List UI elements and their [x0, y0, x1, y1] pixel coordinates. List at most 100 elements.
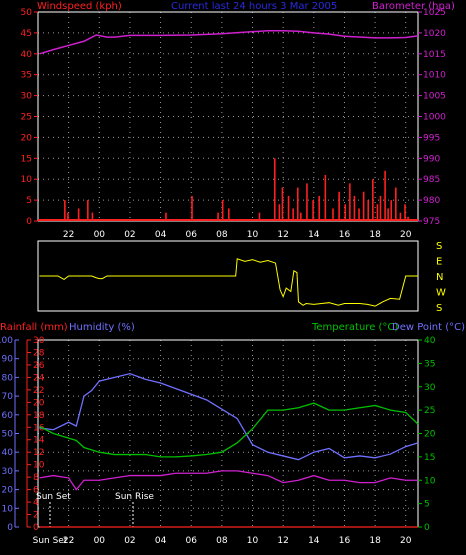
sunrise-annotation: Sun Rise — [115, 492, 154, 502]
windspeed-bar — [399, 212, 402, 221]
x-tick-label: 10 — [247, 230, 259, 240]
rainfall-tick-label: 6 — [33, 486, 39, 496]
windspeed-bar — [379, 195, 382, 221]
barometer-axis-title: Barometer (hpa) — [372, 1, 455, 12]
dewpoint-line — [39, 470, 418, 491]
temperature-tick-label: 10 — [424, 476, 436, 486]
rainfall-tick-label: 28 — [33, 348, 45, 358]
temperature-line — [39, 402, 419, 458]
temperature-tick-label: 35 — [424, 359, 435, 369]
windspeed-bar — [228, 208, 230, 221]
rain-humidity-temp-panel: 0102030405060708090100024681012141618202… — [0, 336, 436, 546]
x-tick-label: 02 — [124, 536, 135, 546]
x-tick-label: 22 — [63, 536, 74, 546]
barometer-line — [39, 30, 419, 55]
windspeed-bar — [281, 187, 284, 221]
x-tick-label: 02 — [124, 230, 135, 240]
windspeed-bar — [278, 204, 281, 221]
barometer-tick-label: 980 — [423, 196, 440, 206]
windspeed-bar — [395, 187, 397, 221]
windspeed-bar — [287, 195, 290, 221]
rainfall-tick-label: 26 — [33, 361, 45, 371]
x-tick-label: 14 — [308, 536, 320, 546]
rainfall-axis-title: Rainfall (mm) — [0, 322, 68, 333]
temperature-tick-label: 30 — [424, 383, 436, 393]
humidity-tick-label: 0 — [7, 523, 13, 533]
rainfall-tick-label: 8 — [33, 473, 39, 483]
rainfall-tick-label: 18 — [33, 411, 45, 421]
humidity-tick-label: 30 — [2, 467, 14, 477]
humidity-tick-label: 100 — [0, 336, 13, 346]
barometer-tick-label: 990 — [423, 154, 440, 164]
rainfall-tick-label: 10 — [33, 461, 45, 471]
x-tick-label: 14 — [308, 230, 320, 240]
temperature-tick-label: 15 — [424, 453, 435, 463]
windspeed-tick-label: 35 — [21, 71, 32, 81]
windspeed-bar — [318, 195, 321, 221]
barometer-tick-label: 975 — [423, 217, 440, 227]
direction-label: E — [436, 257, 442, 268]
windspeed-bar — [221, 200, 224, 221]
windspeed-bar — [292, 208, 294, 221]
windspeed-bar — [404, 204, 406, 221]
humidity-line — [39, 372, 419, 461]
humidity-tick-label: 90 — [2, 355, 14, 365]
x-tick-label: 04 — [155, 230, 167, 240]
humidity-tick-label: 60 — [2, 411, 14, 421]
x-tick-label: 16 — [339, 230, 351, 240]
windspeed-bar — [258, 212, 261, 221]
direction-label: W — [436, 288, 446, 299]
x-tick-label: 18 — [369, 536, 381, 546]
windspeed-bar — [64, 200, 66, 221]
windspeed-tick-label: 25 — [21, 113, 32, 123]
windspeed-bar — [376, 204, 379, 221]
barometer-tick-label: 995 — [423, 133, 440, 143]
temperature-tick-label: 20 — [424, 430, 436, 440]
windspeed-bar — [384, 170, 386, 221]
windspeed-tick-label: 30 — [21, 92, 33, 102]
humidity-axis-title: Humidity (%) — [69, 322, 135, 333]
barometer-tick-label: 1020 — [423, 29, 446, 39]
rainfall-tick-label: 12 — [33, 448, 44, 458]
windspeed-tick-label: 10 — [21, 175, 33, 185]
x-tick-label: 06 — [185, 230, 197, 240]
windspeed-bar — [344, 204, 347, 221]
windspeed-bar — [407, 216, 409, 221]
x-tick-label: 06 — [185, 536, 197, 546]
humidity-tick-label: 20 — [2, 486, 14, 496]
chart-title: Current last 24 hours 3 Mar 2005 — [171, 1, 337, 12]
x-tick-label: 08 — [216, 230, 228, 240]
x-tick-label: 20 — [400, 230, 412, 240]
temperature-axis-title: Temperature (°C) — [311, 322, 398, 333]
sunset-annotation: Sun Set — [36, 492, 71, 502]
windspeed-bar — [67, 212, 69, 221]
rainfall-tick-label: 22 — [33, 386, 44, 396]
rainfall-tick-label: 2 — [33, 511, 39, 521]
windspeed-bar — [358, 208, 360, 221]
barometer-tick-label: 1025 — [423, 8, 446, 18]
windspeed-bar — [306, 183, 308, 221]
barometer-tick-label: 985 — [423, 175, 440, 185]
windspeed-bar — [367, 200, 370, 221]
barometer-tick-label: 1005 — [423, 92, 446, 102]
windspeed-bar — [338, 191, 340, 221]
temperature-tick-label: 5 — [424, 500, 430, 510]
temperature-tick-label: 25 — [424, 406, 435, 416]
wind-baro-panel: 0510152025303540455097598098599099510001… — [21, 8, 447, 240]
x-tick-label: 00 — [94, 230, 106, 240]
windspeed-tick-label: 50 — [21, 8, 33, 18]
windspeed-bar — [217, 212, 219, 221]
windspeed-tick-label: 5 — [26, 196, 32, 206]
rainfall-tick-label: 14 — [33, 436, 45, 446]
direction-label: S — [436, 241, 442, 252]
x-tick-label: 00 — [94, 536, 106, 546]
direction-label: S — [436, 303, 442, 314]
barometer-tick-label: 1010 — [423, 71, 446, 81]
windspeed-bar — [332, 208, 334, 221]
rainfall-tick-label: 20 — [33, 398, 45, 408]
windspeed-tick-label: 40 — [21, 50, 33, 60]
humidity-tick-label: 70 — [2, 392, 14, 402]
